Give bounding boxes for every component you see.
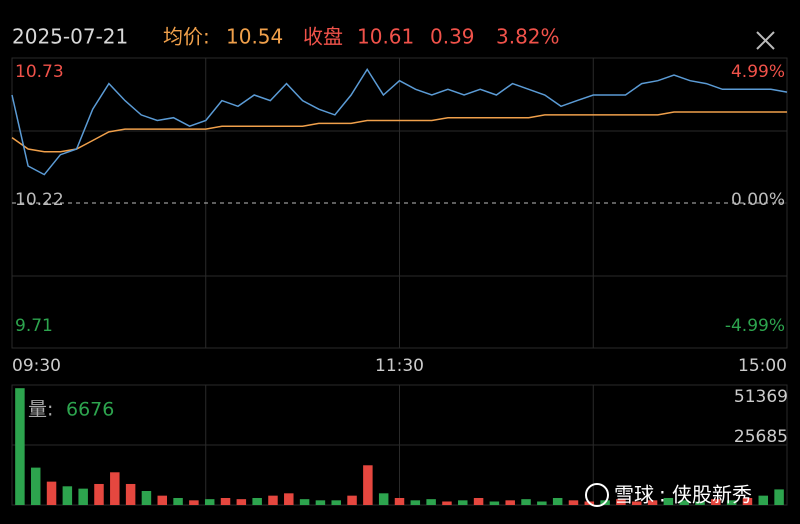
volume-bar [521,499,531,505]
volume-bar [284,493,294,505]
volume-label: 量: [28,399,53,421]
volume-bar [568,500,579,505]
volume-bar [252,497,262,505]
x-tick-label: 11:30 [375,356,424,376]
volume-bar [331,500,341,505]
volume-bar [394,497,405,505]
volume-bar [62,486,73,505]
volume-bar [489,501,500,505]
volume-bar [647,500,658,505]
y2-tick-label: 0.00% [731,190,785,210]
grid-frame [11,57,788,506]
volume-bar [220,497,231,505]
watermark-separator: : [659,483,666,507]
volume-bar [616,499,626,505]
y-tick-label: 25685 [734,427,788,447]
change: 0.39 [430,25,475,49]
volume-bar [141,490,152,505]
volume-bar [726,500,737,505]
volume-bar [299,499,310,505]
volume-bar [78,488,88,505]
volume-bar [46,481,57,505]
y2-tick-label: -4.99% [725,316,785,336]
volume-bar [173,497,183,505]
volume-bar [189,500,199,505]
volume-bar [15,388,25,505]
y-tick-label: 10.73 [15,62,64,82]
price-line [11,67,788,176]
watermark-author: 侠股新秀 [672,483,752,507]
avg-price: 10.54 [226,25,283,49]
volume-bar [204,499,215,505]
volume-bar [505,500,515,505]
volume-bar [458,500,468,505]
volume-bar [110,472,120,505]
watermark: 雪球 : 侠股新秀 [585,483,752,507]
volume-bar [157,495,167,505]
volume-bar [679,500,689,505]
volume-bar [378,493,389,505]
avg-price-line [11,111,787,153]
volume-bar [426,499,436,505]
close-price: 10.61 [357,25,414,49]
volume-bar [711,499,721,505]
y-tick-label: 51369 [734,387,788,407]
volume-bar [632,501,642,505]
volume-bar [552,497,563,505]
watermark-brand: 雪球 [614,483,654,507]
volume-bar [442,501,452,505]
volume-bar [315,500,326,505]
x-tick-label: 09:30 [12,356,61,376]
volume-bar [758,495,769,505]
volume-bar [663,497,674,505]
avg-label: 均价: [163,25,210,49]
volume-bar [695,501,705,505]
volume-bar [347,495,357,505]
close-button[interactable] [756,31,775,50]
volume-bar [537,501,547,505]
volume-bar [774,489,784,505]
y-tick-label: 10.22 [15,190,64,210]
volume-bar [94,483,104,505]
volume-bar [30,467,41,505]
close-label: 收盘 [303,25,343,49]
volume-bar [410,500,421,505]
volume-bar [363,465,373,505]
volume-bar [125,483,136,505]
y-tick-label: 9.71 [15,316,53,336]
date: 2025-07-21 [12,25,128,49]
volume-bar [268,495,278,505]
x-tick-label: 15:00 [738,356,787,376]
volume-bar [473,497,484,505]
current-volume: 6676 [66,399,114,421]
change-pct: 3.82% [496,25,560,49]
y2-tick-label: 4.99% [731,62,785,82]
volume-bar [236,499,247,505]
volume-bar [742,497,753,505]
